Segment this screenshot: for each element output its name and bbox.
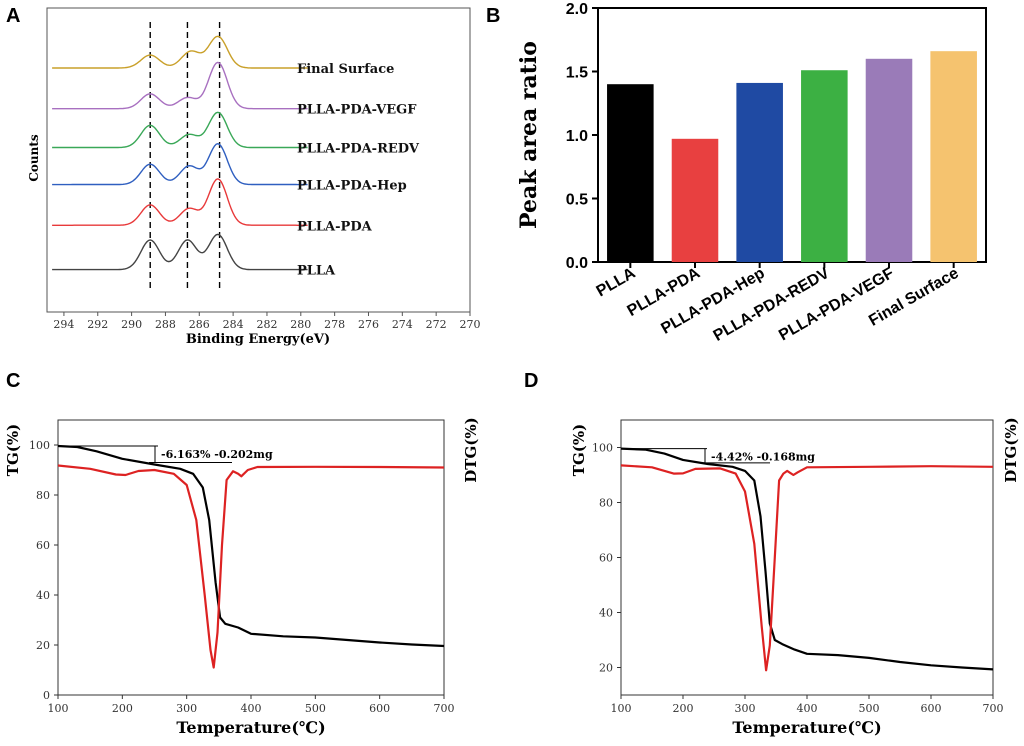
panel-c-series-line-dtg (57, 464, 445, 669)
panel-b-ytick-label: 1.0 (566, 128, 588, 145)
panel-c-xtick-label: 400 (241, 702, 262, 715)
panel-d-ytick-label: 40 (599, 607, 613, 620)
panel-b-bar-plla (607, 84, 654, 262)
panel-b-bar-plla-pda-vegf (865, 58, 913, 262)
panel-d-series-line-dtg (620, 464, 994, 672)
panel-c-frame (57, 419, 445, 696)
panel-d-ytick-label: 100 (592, 442, 613, 455)
panel-c-y2label: DTG(%) (462, 417, 480, 482)
panel-b-bar-plla-pda-hep (736, 82, 783, 263)
panel-c-annotation-text: -6.163% -0.202mg (161, 448, 273, 461)
panel-c-ytick-label: 20 (36, 639, 50, 652)
panel-d-xtick-label: 300 (735, 702, 756, 715)
panel-d-series-line-tg (620, 447, 994, 671)
panel-b-category-label-plla: PLLA (594, 265, 639, 301)
panel-b-category-label-plla-pda-redv: PLLA-PDA-REDV (711, 265, 833, 345)
panel-b-ytick-label: 1.5 (566, 65, 588, 82)
panel-a-xtick-label: 286 (189, 318, 210, 331)
panel-c-ytick-label: 40 (36, 589, 50, 602)
panel-b-category-label-plla-pda-vegf: PLLA-PDA-VEGF (776, 265, 897, 345)
panel-d-xtick-label: 200 (673, 702, 694, 715)
panel-d-xtick-label: 100 (611, 702, 632, 715)
panel-c-ytick-label: 100 (29, 439, 50, 452)
panel-c-series-line-tg (57, 444, 445, 648)
panel-a-xtick-label: 278 (324, 318, 345, 331)
panel-b-bar-final-surface (930, 51, 977, 263)
panel-a-xtick-label: 294 (53, 318, 74, 331)
panel-d-xlabel: Temperature(℃) (732, 718, 881, 737)
panel-d-y2label: DTG(%) (1002, 417, 1020, 482)
panel-c-xtick-label: 600 (369, 702, 390, 715)
panel-b-ytick-label: 0.0 (566, 255, 588, 272)
panel-c-ylabel: TG(%) (4, 424, 22, 476)
panel-letter-b: B (486, 5, 500, 27)
panel-a-xtick-label: 276 (358, 318, 379, 331)
panel-b-bar-plla-pda-redv (801, 70, 848, 262)
panel-b-bar-plla-pda (671, 138, 719, 262)
panel-a-xtick-label: 272 (426, 318, 447, 331)
panel-a-series-label-plla: PLLA (297, 264, 336, 279)
panel-c-ytick-label: 60 (36, 539, 50, 552)
panel-d-tga: 100 200 300 400 500 600 700 20 40 60 80 100 -4.42% … (570, 417, 1020, 737)
panel-d-xtick-label: 500 (859, 702, 880, 715)
panel-a-series-label-plla-pda-redv: PLLA-PDA-REDV (297, 142, 420, 157)
panel-d-ylabel: TG(%) (570, 424, 588, 476)
panel-a-series-label-plla-pda: PLLA-PDA (297, 219, 373, 234)
panel-letter-a: A (6, 5, 20, 27)
panel-c-tga: 100 200 300 400 500 600 700 0 20 40 60 80 100 -6.163… (4, 417, 480, 737)
panel-b-ytick-label: 2.0 (566, 1, 588, 18)
panel-a-series-line-plla-pda-redv (52, 111, 308, 149)
panel-a-series-label-plla-pda-vegf: PLLA-PDA-VEGF (297, 103, 417, 118)
panel-a-xtick-label: 282 (256, 318, 277, 331)
panel-a-xtick-label: 270 (460, 318, 481, 331)
panel-d-ytick-label: 20 (599, 662, 613, 675)
panel-a-series-line-plla-pda-hep (52, 142, 308, 186)
panel-a-series-line-plla-pda (52, 178, 308, 226)
panel-a-series-label-final-surface: Final Surface (297, 62, 394, 77)
panel-a-series-line-plla-pda-vegf (52, 61, 308, 110)
panel-a-series-line-final-surface (52, 35, 308, 69)
panel-b-bar-chart: 0.00.51.01.52.0 PLLAPLLA-PDAPLLA-PDA-Hep… (516, 1, 987, 345)
panel-d-ytick-label: 80 (599, 497, 613, 510)
panel-c-xtick-label: 500 (305, 702, 326, 715)
panel-a-xtick-label: 290 (121, 318, 142, 331)
panel-a-frame (46, 7, 471, 313)
panel-a-xtick-label: 292 (87, 318, 108, 331)
panel-c-ytick-label: 80 (36, 489, 50, 502)
panel-d-ytick-label: 60 (599, 552, 613, 565)
panel-a-series-label-plla-pda-hep: PLLA-PDA-Hep (297, 179, 407, 194)
panel-d-xtick-label: 700 (983, 702, 1004, 715)
panel-d-xtick-label: 600 (921, 702, 942, 715)
panel-a-xtick-label: 274 (392, 318, 413, 331)
panel-a-ylabel: Counts (27, 134, 41, 182)
panel-c-xtick-label: 200 (112, 702, 133, 715)
panel-c-xtick-label: 700 (434, 702, 455, 715)
panel-b-ytick-label: 0.5 (566, 192, 588, 209)
panel-c-xtick-label: 300 (176, 702, 197, 715)
panel-a-series-line-plla (52, 233, 308, 271)
panel-a-xtick-label: 288 (155, 318, 176, 331)
panel-letter-c: C (6, 370, 20, 392)
panel-d-annotation-text: -4.42% -0.168mg (711, 451, 815, 464)
panel-a-xtick-label: 284 (223, 318, 244, 331)
panel-c-xlabel: Temperature(℃) (176, 718, 325, 737)
panel-c-ytick-label: 0 (43, 689, 50, 702)
panel-a-xlabel: Binding Energy(eV) (186, 332, 330, 347)
panel-b-ylabel: Peak area ratio (516, 41, 542, 229)
panel-a-xtick-label: 280 (290, 318, 311, 331)
panel-letter-d: D (524, 370, 538, 392)
panel-b-frame (597, 7, 987, 263)
panel-d-xtick-label: 400 (797, 702, 818, 715)
panel-a-xps-spectra: 294 292 290 288 286 284 282 280 278 276 274 272 270 … (27, 7, 481, 347)
panel-c-xtick-label: 100 (48, 702, 69, 715)
